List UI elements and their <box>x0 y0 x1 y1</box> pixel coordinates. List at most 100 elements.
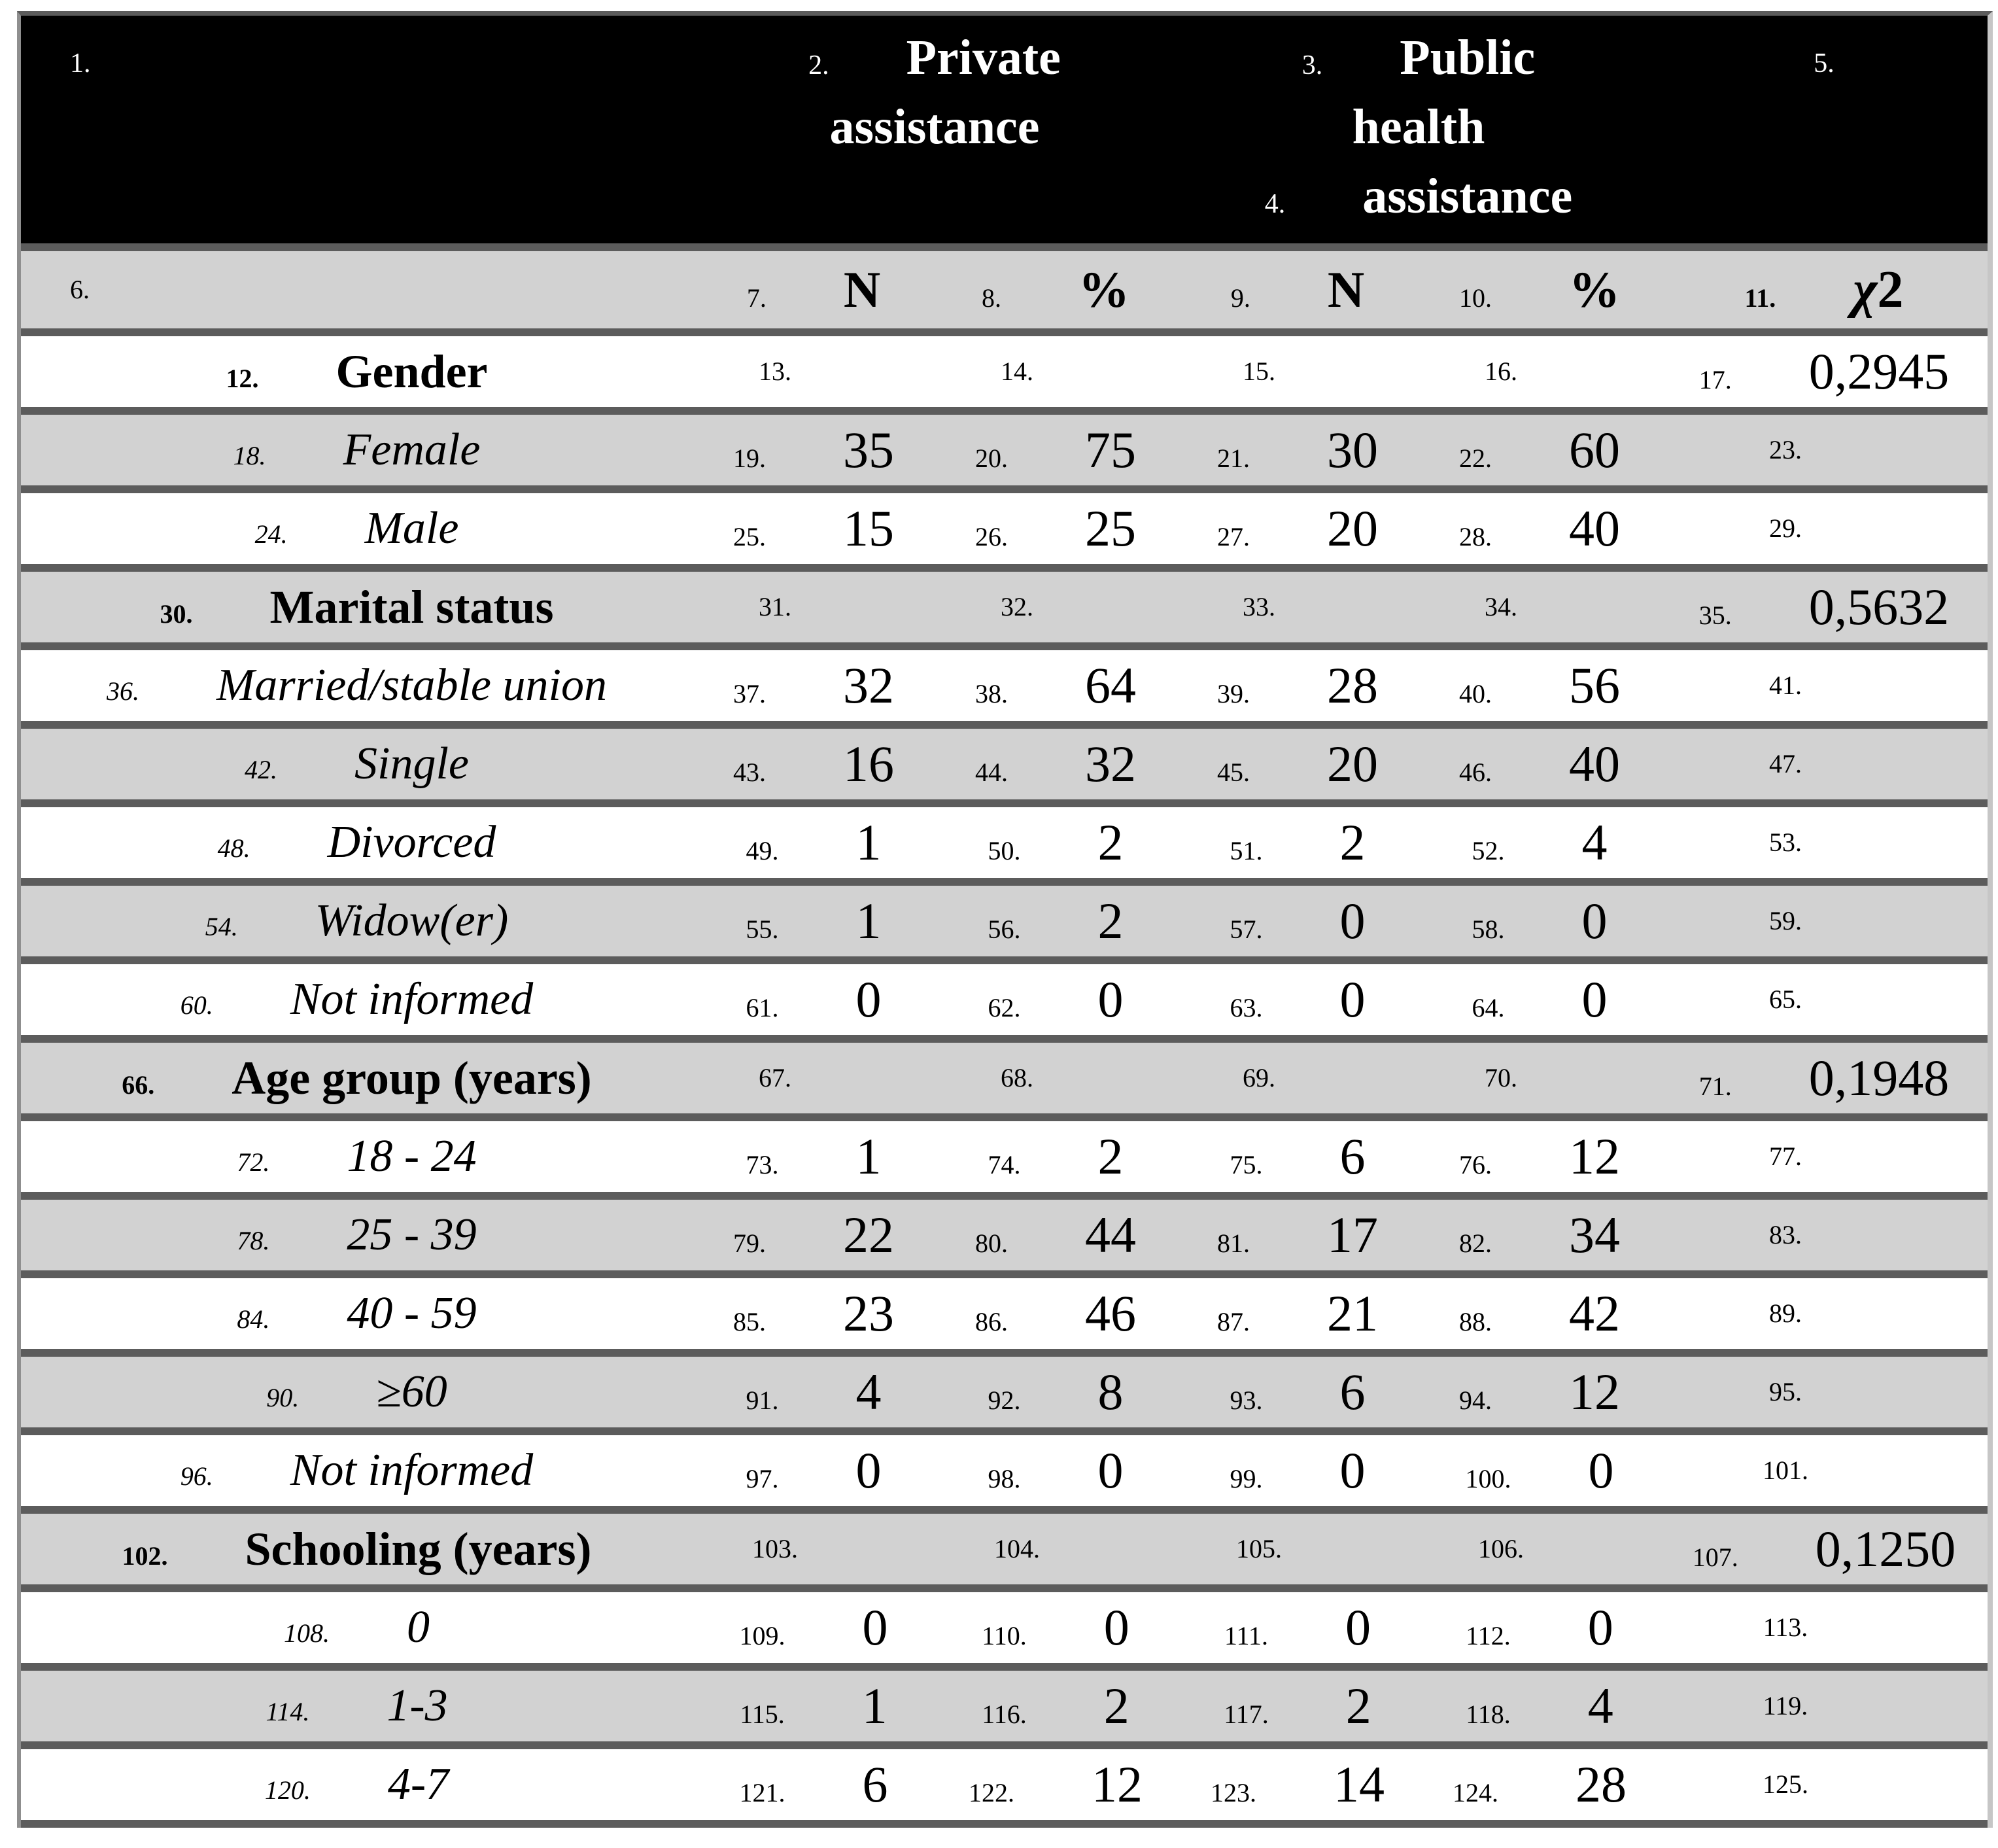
list-marker: 37. <box>733 679 766 708</box>
data-cell-n-public: 63. 0 <box>1177 964 1419 1035</box>
list-marker: 66. <box>122 1070 155 1100</box>
list-marker: 2. <box>808 50 829 80</box>
data-cell-pct-private: 104. <box>935 1514 1177 1584</box>
table-row: 42. Single 43. 16 44. 32 45. 20 46. 40 47. <box>21 729 1988 807</box>
cell-value: 20 <box>1327 500 1378 557</box>
row-label: Male <box>364 503 459 553</box>
cell-value: 44 <box>1085 1206 1136 1263</box>
list-marker: 34. <box>1485 592 1517 621</box>
data-cell-pct-public: 46. 40 <box>1419 729 1661 799</box>
list-marker: 31. <box>759 592 791 621</box>
data-cell-chi-square: 35. 0,5632 <box>1661 572 1988 642</box>
data-cell-chi-square: 89. <box>1661 1278 1988 1349</box>
data-cell-pct-public: 76. 12 <box>1419 1121 1661 1192</box>
column-header-pct-public: 10. % <box>1419 251 1661 328</box>
list-marker: 75. <box>1230 1150 1263 1179</box>
data-cell-pct-public: 118. 4 <box>1419 1671 1661 1741</box>
list-marker: 63. <box>1230 993 1263 1022</box>
data-cell-pct-private: 80. 44 <box>935 1200 1177 1270</box>
cell-value: 6 <box>862 1756 888 1813</box>
data-cell-n-private: 13. <box>693 336 935 407</box>
cell-value: 0 <box>1345 1599 1371 1656</box>
row-label: Not informed <box>290 1445 534 1495</box>
data-cell-pct-public: 112. 0 <box>1419 1592 1661 1663</box>
row-label-cell: 90. ≥60 <box>21 1357 693 1427</box>
list-marker: 80. <box>975 1229 1008 1258</box>
column-header-label: % <box>1078 261 1129 318</box>
list-marker: 7. <box>746 283 766 313</box>
data-cell-n-private: 25. 15 <box>693 493 935 564</box>
data-cell-n-public: 69. <box>1177 1043 1419 1113</box>
data-cell-n-private: 103. <box>693 1514 935 1584</box>
row-label: Widow(er) <box>315 896 509 946</box>
table-row: 84. 40 - 59 85. 23 86. 46 87. 21 88. 42 89. <box>21 1278 1988 1357</box>
list-marker: 77. <box>1769 1142 1802 1171</box>
data-cell-pct-private: 116. 2 <box>935 1671 1177 1741</box>
cell-value: 34 <box>1569 1206 1620 1263</box>
table-row: 120. 4-7 121. 6 122. 12 123. 14 124. 28 125. <box>21 1749 1988 1828</box>
data-cell-pct-private: 44. 32 <box>935 729 1177 799</box>
column-group-title: Private <box>906 30 1061 85</box>
list-marker: 71. <box>1698 1072 1732 1101</box>
column-group-title: Public <box>1400 30 1536 85</box>
list-marker: 29. <box>1769 514 1802 543</box>
list-marker: 86. <box>975 1307 1008 1336</box>
data-cell-pct-private: 74. 2 <box>935 1121 1177 1192</box>
list-marker: 95. <box>1769 1377 1802 1406</box>
list-marker: 28. <box>1459 522 1492 551</box>
list-marker: 47. <box>1769 749 1802 778</box>
list-marker: 6. <box>70 275 90 304</box>
data-cell-n-public: 27. 20 <box>1177 493 1419 564</box>
data-cell-chi-square: 77. <box>1661 1121 1988 1192</box>
header-public-health-assistance: 3. Public health 4. assistance <box>1177 16 1661 243</box>
data-cell-pct-public: 124. 28 <box>1419 1749 1661 1820</box>
cell-value: 2 <box>1103 1677 1129 1734</box>
data-cell-pct-public: 58. 0 <box>1419 886 1661 956</box>
data-cell-n-public: 93. 6 <box>1177 1357 1419 1427</box>
row-label-cell: 18. Female <box>21 415 693 485</box>
cell-value: 25 <box>1085 500 1136 557</box>
row-label-cell: 96. Not informed <box>21 1435 693 1506</box>
data-cell-n-private: 115. 1 <box>693 1671 935 1741</box>
row-label: Not informed <box>290 974 534 1024</box>
cell-value: 32 <box>843 657 894 714</box>
row-label: 25 - 39 <box>347 1210 477 1260</box>
list-marker: 59. <box>1769 906 1802 935</box>
data-cell-pct-public: 28. 40 <box>1419 493 1661 564</box>
data-cell-chi-square: 53. <box>1661 807 1988 878</box>
list-marker: 27. <box>1217 522 1250 551</box>
cell-value: 64 <box>1085 657 1136 714</box>
cell-value: 0 <box>855 1442 882 1499</box>
table-body: 12. Gender 13. 14. 15. 16. 17. 0,2945 18.… <box>21 336 1988 1828</box>
row-label-cell: 120. 4-7 <box>21 1749 693 1820</box>
cell-value: 0 <box>1339 971 1366 1028</box>
data-cell-chi-square: 107. 0,1250 <box>1661 1514 1988 1584</box>
data-cell-chi-square: 113. <box>1661 1592 1988 1663</box>
data-cell-pct-private: 62. 0 <box>935 964 1177 1035</box>
list-marker: 49. <box>746 836 779 865</box>
row-label: 40 - 59 <box>347 1288 477 1338</box>
data-cell-n-private: 55. 1 <box>693 886 935 956</box>
demographics-table: 1. 2. Private assistance 3. Public healt… <box>17 11 1993 1828</box>
list-marker: 61. <box>746 993 779 1022</box>
cell-value: 2 <box>1097 892 1124 949</box>
list-marker: 53. <box>1769 828 1802 857</box>
cell-value: 12 <box>1092 1756 1143 1813</box>
data-cell-chi-square: 41. <box>1661 650 1988 721</box>
column-header-chi-square: 11. χ2 <box>1661 251 1988 328</box>
cell-value: 0,2945 <box>1808 343 1950 400</box>
data-cell-n-private: 79. 22 <box>693 1200 935 1270</box>
list-marker: 39. <box>1217 679 1250 708</box>
column-group-title: assistance <box>829 99 1040 154</box>
data-cell-pct-private: 98. 0 <box>935 1435 1177 1506</box>
data-cell-pct-public: 64. 0 <box>1419 964 1661 1035</box>
list-marker: 54. <box>205 912 238 941</box>
list-marker: 19. <box>733 444 766 473</box>
header-empty-cell-left: 1. <box>21 16 693 243</box>
cell-value: 0 <box>1581 971 1608 1028</box>
data-cell-chi-square: 125. <box>1661 1749 1988 1820</box>
list-marker: 65. <box>1769 985 1802 1014</box>
cell-value: 0,5632 <box>1808 578 1950 635</box>
column-header-n-public: 9. N <box>1177 251 1419 328</box>
list-marker: 58. <box>1472 915 1505 944</box>
